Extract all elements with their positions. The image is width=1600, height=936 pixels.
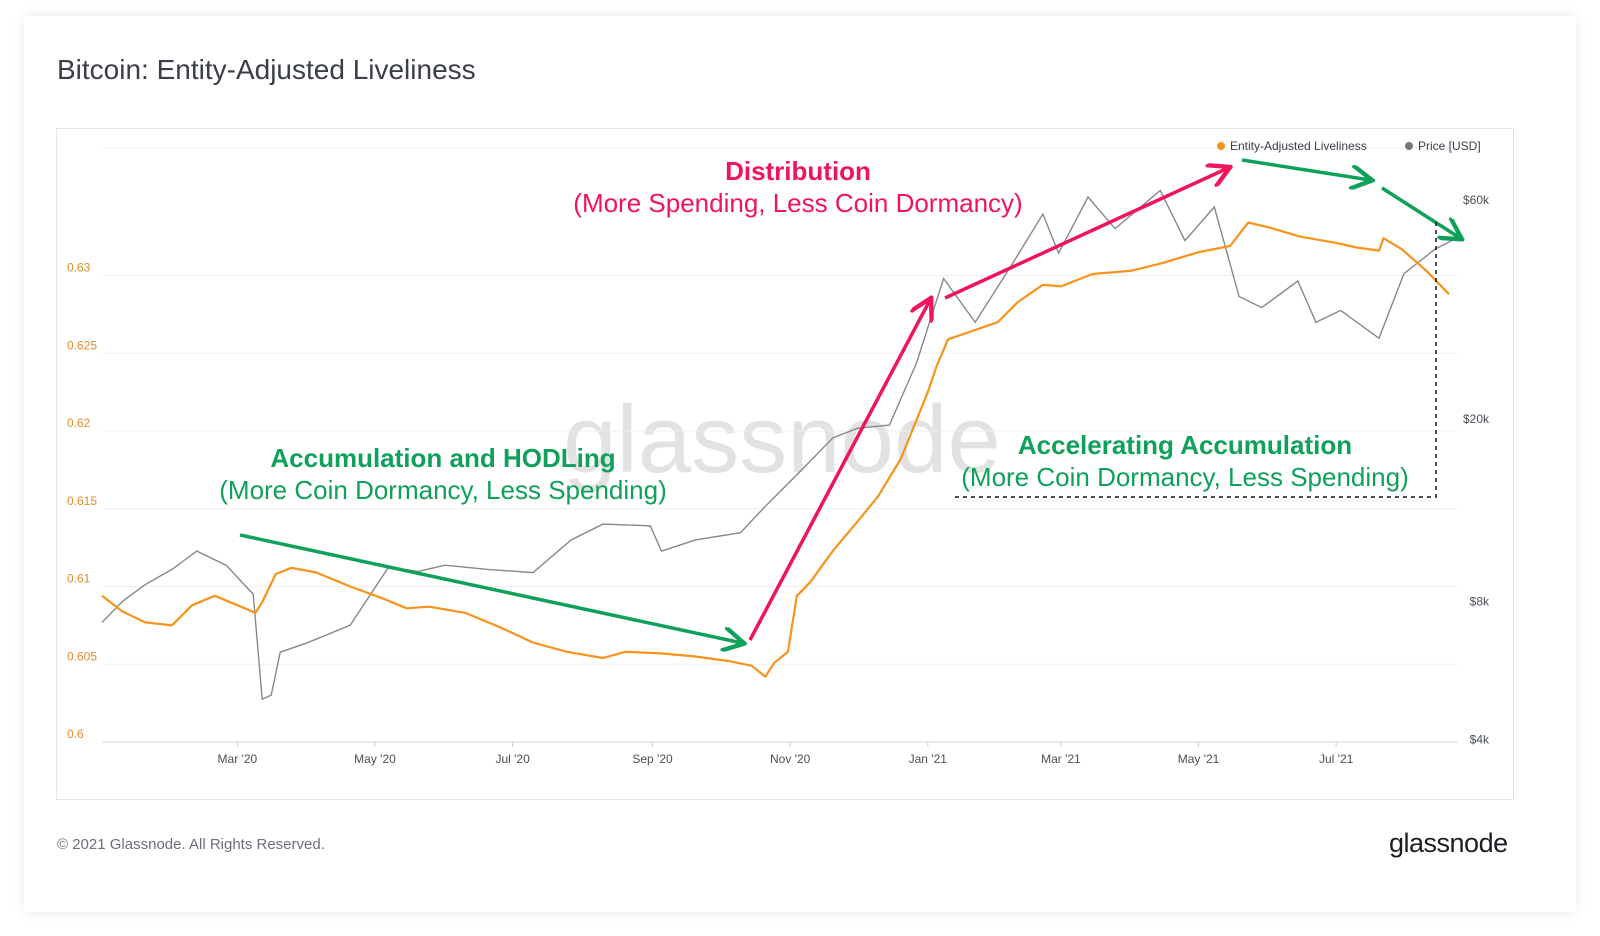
y-left-tick: 0.6 [67,727,84,741]
footer-copyright: © 2021 Glassnode. All Rights Reserved. [57,836,325,853]
series-layer [101,189,1457,701]
y-left-tick: 0.615 [67,494,97,508]
trend-arrows [239,158,1460,643]
price-line [101,189,1457,701]
annotation-distribution-sub: (More Spending, Less Coin Dormancy) [573,188,1022,218]
annotation-accelerating-head: Accelerating Accumulation [1018,430,1352,460]
y-left-tick: 0.605 [67,649,97,663]
legend-label-liveliness: Entity-Adjusted Liveliness [1230,139,1367,153]
legend-marker-liveliness [1217,142,1225,150]
annotation-accelerating-sub: (More Coin Dormancy, Less Spending) [961,462,1408,492]
y-left-tick: 0.61 [67,572,91,586]
plot-frame [56,128,1514,800]
x-tick: Mar '21 [1041,752,1081,766]
x-tick: Jul '20 [495,752,530,766]
legend-marker-price [1405,142,1413,150]
rally-arrow [748,300,930,641]
y-right-tick: $4k [1470,732,1490,746]
footer-logo: glassnode [1389,828,1508,858]
legend-label-price: Price [USD] [1418,139,1481,153]
x-tick: May '20 [354,752,396,766]
accumulation-arrow-3 [1381,186,1460,238]
axis-ticks: 0.6 0.605 0.61 0.615 0.62 0.625 0.63 $4k $8k $20k… [67,193,1490,766]
annotations: Accumulation and HODLing (More Coin Dorm… [219,156,1408,505]
x-tick: Jan '21 [909,752,948,766]
x-tick: Nov '20 [770,752,811,766]
y-right-tick: $20k [1463,412,1490,426]
accumulation-arrow-2 [1241,158,1370,180]
distribution-arrow [944,168,1228,300]
y-right-tick: $8k [1470,594,1490,608]
x-tick: Mar '20 [218,752,258,766]
legend: Entity-Adjusted Liveliness Price [USD] [1217,139,1481,153]
annotation-distribution-head: Distribution [725,156,871,186]
x-tick: Sep '20 [632,752,673,766]
accumulation-arrow [239,533,742,643]
y-left-tick: 0.63 [67,261,91,275]
liveliness-line [101,221,1450,678]
x-tick: May '21 [1178,752,1220,766]
page-title: Bitcoin: Entity-Adjusted Liveliness [57,54,476,85]
chart-card [24,16,1576,912]
watermark: glassnode [563,386,1001,493]
annotation-accumulation-sub: (More Coin Dormancy, Less Spending) [219,475,666,505]
x-tick: Jul '21 [1319,752,1354,766]
y-right-tick: $60k [1463,193,1490,207]
dashed-bracket [955,222,1437,498]
annotation-accumulation-head: Accumulation and HODLing [270,443,615,473]
y-left-tick: 0.62 [67,416,91,430]
y-left-tick: 0.625 [67,338,97,352]
